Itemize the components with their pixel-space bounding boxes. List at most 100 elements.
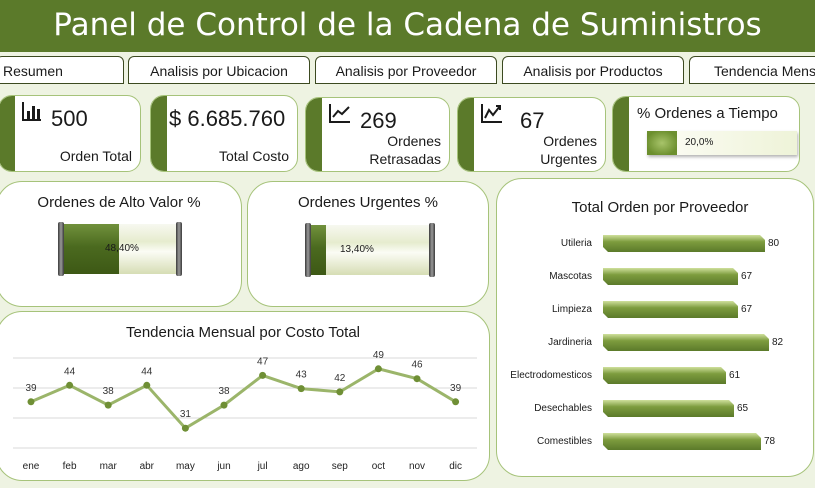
tab-analisis-ubicacion[interactable]: Analisis por Ubicacion: [128, 56, 310, 84]
alto-valor-value: 48,40%: [105, 243, 139, 254]
data-label: 39: [450, 383, 462, 394]
data-label: 38: [218, 386, 230, 397]
urgentes-value: 13,40%: [340, 244, 374, 255]
data-point: [336, 388, 344, 396]
x-tick-label: jun: [216, 461, 230, 472]
category-label: Utileria: [560, 238, 592, 249]
kpi-accent-band: [0, 96, 15, 171]
x-tick-label: sep: [332, 461, 349, 472]
tendencia-mensual-title: Tendencia Mensual por Costo Total: [125, 324, 361, 341]
bar: [603, 367, 726, 384]
gauge-fill: [62, 224, 119, 274]
bar-value-label: 80: [768, 238, 780, 249]
data-label: 46: [411, 360, 423, 371]
gauge-fill: [309, 225, 326, 275]
data-label: 44: [141, 366, 153, 377]
kpi-total-costo-label: Total Costo: [218, 148, 289, 164]
kpi-ordenes-a-tiempo-title: % Ordenes a Tiempo: [637, 105, 778, 122]
data-point: [413, 375, 421, 383]
ontime-progress-label: 20,0%: [685, 137, 714, 148]
data-point: [27, 398, 35, 406]
kpi-accent-band: [306, 98, 322, 171]
bar-value-label: 67: [741, 271, 753, 282]
data-point: [66, 381, 74, 389]
data-label: 42: [334, 373, 346, 384]
tab-analisis-productos[interactable]: Analisis por Productos: [502, 56, 684, 84]
bar: [603, 433, 761, 450]
category-label: Limpieza: [551, 304, 592, 315]
x-tick-label: mar: [100, 461, 118, 472]
data-label: 43: [296, 370, 308, 381]
category-label: Comestibles: [536, 436, 592, 447]
bar-value-label: 61: [729, 370, 741, 381]
kpi-ordenes-retrasadas-label: Ordenes Retrasadas: [369, 133, 441, 167]
ontime-progress-bar: 20,0%: [647, 131, 797, 155]
x-tick-label: abr: [140, 461, 155, 472]
data-point: [259, 371, 267, 379]
x-tick-label: ene: [23, 461, 40, 472]
gauge-left-cap: [305, 223, 311, 277]
alto-valor-panel: Ordenes de Alto Valor % 48,40%: [0, 181, 242, 307]
x-tick-label: ago: [293, 461, 310, 472]
bar-value-label: 65: [737, 403, 749, 414]
category-label: Electrodomesticos: [510, 370, 592, 381]
gauge-right-cap: [429, 223, 435, 277]
tab-resumen[interactable]: Resumen: [0, 56, 124, 84]
alto-valor-title: Ordenes de Alto Valor %: [37, 194, 201, 211]
category-label: Jardineria: [548, 337, 592, 348]
data-point: [297, 385, 305, 393]
tab-analisis-proveedor[interactable]: Analisis por Proveedor: [315, 56, 497, 84]
bar: [603, 301, 738, 318]
bar-chart: Utileria 80 Mascotas 67 Limpieza 67 Jardineria…: [497, 179, 815, 478]
data-label: 39: [25, 383, 37, 394]
tab-tendencia-mensual[interactable]: Tendencia Mensual: [689, 56, 815, 84]
kpi-orden-total-value: 500: [51, 106, 88, 131]
data-point: [104, 401, 112, 409]
gauge-body: [309, 225, 433, 275]
data-label: 47: [257, 356, 269, 367]
bar: [603, 400, 734, 417]
data-point: [181, 424, 189, 432]
kpi-total-costo-value: $ 6.685.760: [169, 106, 286, 131]
line-chart: 39 ene 44 feb 38 mar 44 abr 31 may 38 jun 47 jul 43 ago…: [13, 350, 477, 472]
kpi-ordenes-a-tiempo: % Ordenes a Tiempo 20,0%: [612, 96, 800, 172]
kpi-ordenes-retrasadas: 269 Ordenes Retrasadas: [305, 97, 450, 172]
data-label: 44: [64, 366, 76, 377]
trend-chart-icon: [480, 102, 504, 129]
x-tick-label: nov: [409, 461, 425, 472]
alto-valor-gauge: 48,40%: [58, 222, 184, 278]
line-chart-icon: [328, 102, 352, 129]
x-tick-label: dic: [449, 461, 462, 472]
series-line: [30, 367, 457, 431]
bar-value-label: 78: [764, 436, 776, 447]
category-label: Mascotas: [549, 271, 592, 282]
kpi-accent-band: [613, 97, 629, 171]
ontime-progress-fill: [647, 131, 677, 155]
x-tick-label: oct: [372, 461, 386, 472]
data-label: 31: [180, 409, 192, 420]
kpi-orden-total: 500 Orden Total: [0, 95, 141, 172]
data-label: 49: [373, 350, 385, 361]
kpi-ordenes-retrasadas-value: 269: [360, 108, 397, 133]
gauge-left-cap: [58, 222, 64, 276]
kpi-ordenes-urgentes-label: Ordenes Urgentes: [540, 133, 597, 167]
data-point: [374, 365, 382, 373]
bar: [603, 235, 765, 252]
x-tick-label: feb: [63, 461, 77, 472]
x-tick-label: jul: [257, 461, 268, 472]
data-label: 38: [103, 386, 115, 397]
urgentes-panel: Ordenes Urgentes % 13,40%: [247, 181, 489, 307]
data-point: [220, 401, 228, 409]
gauge-right-cap: [176, 222, 182, 276]
kpi-ordenes-urgentes: 67 Ordenes Urgentes: [457, 97, 606, 172]
bar-chart-icon: [21, 100, 43, 127]
x-tick-label: may: [176, 461, 195, 472]
urgentes-gauge: 13,40%: [305, 223, 441, 279]
bar: [603, 334, 769, 351]
dashboard-title: Panel de Control de la Cadena de Suminis…: [0, 0, 815, 52]
kpi-total-costo: $ 6.685.760 Total Costo: [150, 95, 298, 172]
proveedor-panel: Total Orden por Proveedor Utileria 80 Masc…: [496, 178, 814, 477]
kpi-accent-band: [458, 98, 474, 171]
data-point: [452, 398, 460, 406]
urgentes-title: Ordenes Urgentes %: [297, 194, 439, 211]
